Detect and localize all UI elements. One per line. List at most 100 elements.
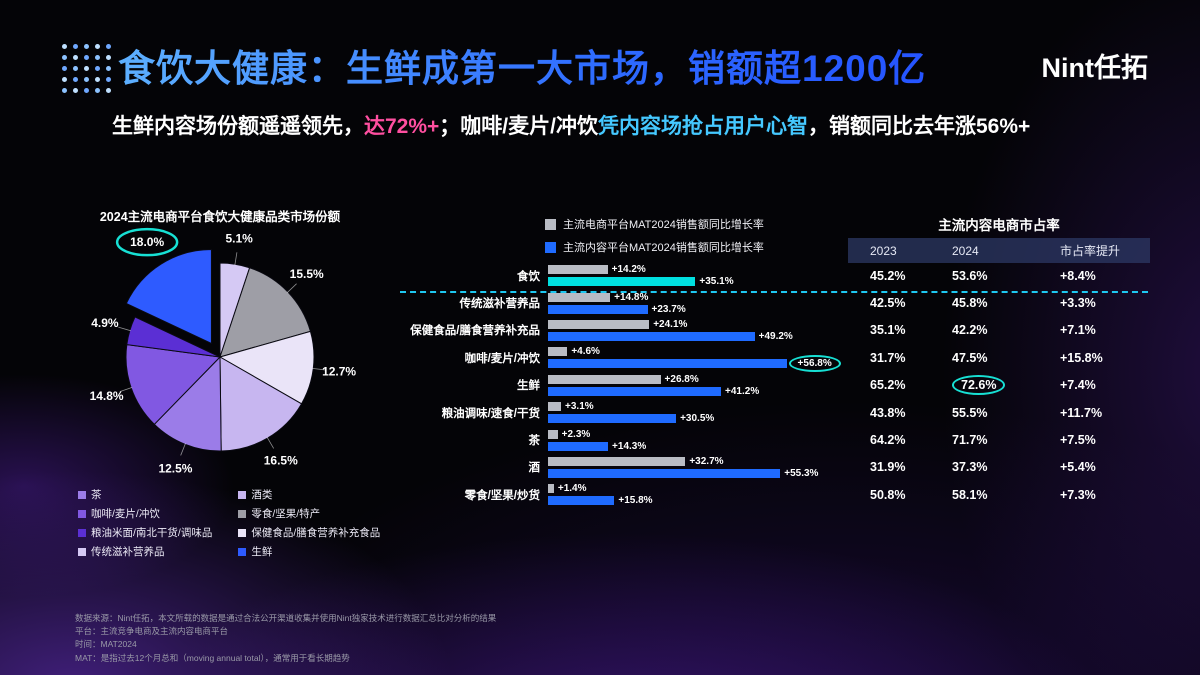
bar-row: 食饮 +14.2% +35.1% (398, 262, 841, 289)
table-cell-y2023: 45.2% (870, 268, 906, 283)
subtitle-segment: ；咖啡/麦片/冲饮 (439, 115, 598, 138)
dot (84, 88, 89, 93)
ecom-bar (548, 374, 661, 384)
dot (62, 44, 67, 49)
dot (73, 88, 78, 93)
table-cell-y2024: 47.5% (952, 350, 988, 365)
content-bar-value: +15.8% (618, 495, 653, 507)
table-highlight-ellipse: 72.6% (952, 375, 1006, 396)
content-bar-value: +30.5% (680, 413, 715, 425)
ecom-bar-value: +1.4% (557, 483, 587, 495)
pie-leader-line (312, 367, 326, 371)
bar-pair: +14.2% +35.1% (548, 264, 734, 288)
table-column-delta: 市占率提升 (1060, 244, 1121, 258)
content-bar (548, 277, 696, 287)
pie-legend-item: 生鲜 (238, 544, 380, 559)
ecom-bar-value: +24.1% (653, 318, 688, 330)
bar-row-label: 食饮 (517, 270, 540, 283)
bar-row: 粮油调味/速食/干货 +3.1% +30.5% (398, 399, 841, 426)
ecom-bar-value: +14.8% (614, 291, 649, 303)
subtitle-segment: 生鲜内容场份额遥遥领先， (112, 115, 364, 138)
ecom-bar-line: +14.2% (548, 264, 734, 275)
pie-legend-item: 传统滋补营养品 (78, 544, 212, 559)
dot (106, 66, 111, 71)
ecom-bar-line: +2.3% (548, 429, 646, 440)
content-bar-line: +14.3% (548, 441, 646, 452)
pie-slice-label: 18.0% (130, 235, 164, 249)
content-bar-line: +30.5% (548, 413, 715, 425)
content-bar-line: +15.8% (548, 495, 653, 507)
ecom-bar-line: +32.7% (548, 455, 818, 467)
dot (84, 44, 89, 49)
bar-row-label: 咖啡/麦片/冲饮 (464, 352, 540, 365)
bar-row-label: 生鲜 (517, 380, 540, 393)
bar-pair: +4.6% +56.8% (548, 346, 841, 373)
pie-slice-label: 14.8% (90, 389, 124, 403)
table-row: 35.1% 42.2% +7.1% (848, 317, 1150, 344)
content-bar-value: +41.2% (725, 385, 760, 397)
pie-leader-line (118, 326, 131, 332)
ecom-bar-value: +26.8% (664, 373, 699, 385)
footnote-line: 时间：MAT2024 (75, 639, 137, 650)
footnote-line: 平台：主流竞争电商及主流内容电商平台 (75, 626, 229, 637)
ecom-bar-value: +32.7% (689, 455, 724, 467)
table-cell-y2024: 55.5% (952, 405, 988, 420)
footnotes: 数据来源：Nint任拓，本文所载的数据是通过合法公开渠道收集并使用Nint独家技… (75, 612, 496, 665)
dot (84, 55, 89, 60)
table-cell-delta: +5.4% (1060, 460, 1096, 475)
ecom-bar-line: +26.8% (548, 373, 759, 385)
table-cell-delta: +15.8% (1060, 350, 1103, 365)
bar-legend-item: 主流电商平台MAT2024销售额同比增长率 (545, 216, 764, 232)
table-cell-y2024: 45.8% (952, 296, 988, 311)
dot (62, 77, 67, 82)
bar-pair: +26.8% +41.2% (548, 373, 760, 397)
table-row: 65.2% 72.6% +7.4% (848, 372, 1150, 399)
pie-leader-line (119, 387, 133, 393)
table-cell-delta: +11.7% (1060, 405, 1103, 420)
bar-row: 保健食品/膳食营养补充品 +24.1% +49.2% (398, 317, 841, 344)
content-bar (548, 414, 677, 424)
table-header: 2023 2024 市占率提升 (848, 238, 1150, 263)
bar-row: 酒 +32.7% +55.3% (398, 454, 841, 481)
legend-swatch (238, 528, 247, 537)
table-cell-y2023: 42.5% (870, 296, 906, 311)
content-bar (548, 304, 648, 314)
subtitle-segment-highlight-cyan: 凭内容场抢占用户心智 (597, 115, 808, 138)
legend-swatch (238, 509, 247, 518)
bar-row: 茶 +2.3% +14.3% (398, 426, 841, 453)
dot (106, 77, 111, 82)
pie-legend-column: 酒类 零食/坚果/特产 保健食品/膳食营养补充食品 生鲜 (238, 487, 380, 563)
content-bar (548, 359, 787, 369)
content-bar-value: +56.8% (788, 355, 841, 373)
footnote-line: 数据来源：Nint任拓，本文所载的数据是通过合法公开渠道收集并使用Nint独家技… (75, 613, 497, 623)
dot (95, 66, 100, 71)
content-bar-value: +35.1% (699, 276, 734, 288)
brand-logo: Nint任拓 (1041, 53, 1148, 83)
dot (95, 77, 100, 82)
ecom-bar (548, 265, 608, 275)
table-cell-y2024: 53.6% (952, 268, 988, 283)
bar-pair: +14.8% +23.7% (548, 291, 686, 315)
table-cell-y2024: 71.7% (952, 433, 988, 448)
dot (106, 55, 111, 60)
table-cell-y2023: 43.8% (870, 405, 906, 420)
pie-legend-item: 零食/坚果/特产 (238, 506, 380, 521)
table-cell-y2023: 50.8% (870, 487, 906, 502)
pie-legend-label: 生鲜 (251, 546, 273, 558)
bar-row-label: 茶 (528, 435, 541, 448)
ecom-legend-label: 主流电商平台MAT2024销售额同比增长率 (563, 219, 764, 231)
table-cell-delta: +3.3% (1060, 296, 1096, 311)
bar-row: 生鲜 +26.8% +41.2% (398, 372, 841, 399)
bar-row-label: 酒 (528, 462, 541, 475)
bar-row: 零食/坚果/炒货 +1.4% +15.8% (398, 481, 841, 508)
pie-legend-label: 保健食品/膳食营养补充食品 (251, 527, 381, 539)
pie-chart-block: 2024主流电商平台食饮大健康品类市场份额 5.1% 15.5% 12.7% 16.5… (50, 206, 390, 563)
content-bar-line: +41.2% (548, 385, 760, 397)
content-bar-line: +49.2% (548, 331, 793, 342)
ecom-bar-line: +4.6% (548, 346, 841, 357)
table-cell-delta: +7.5% (1060, 433, 1096, 448)
content-bar-line: +56.8% (548, 355, 841, 373)
pie-legend-item: 茶 (78, 487, 212, 502)
table-row: 31.7% 47.5% +15.8% (848, 344, 1150, 371)
